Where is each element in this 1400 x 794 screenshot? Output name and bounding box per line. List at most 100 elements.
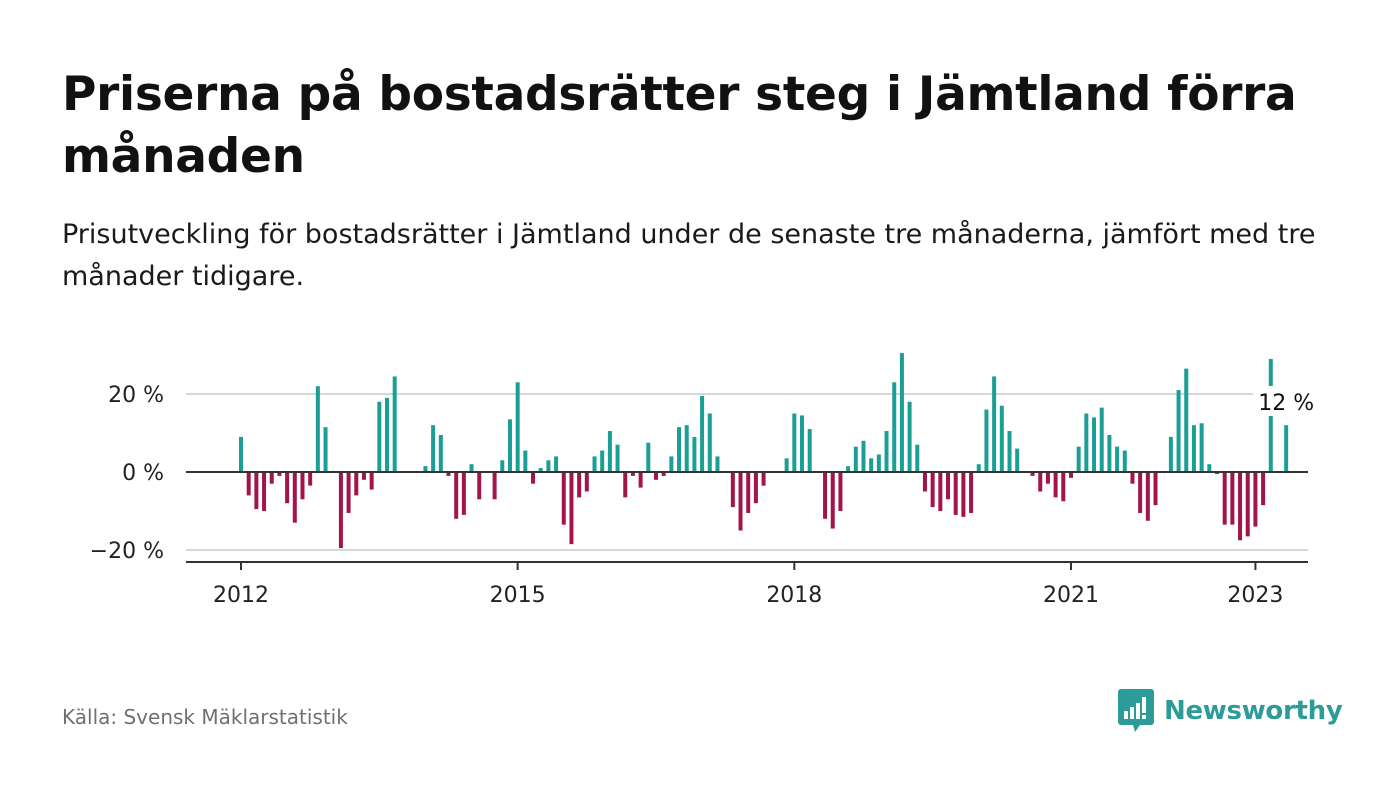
source-note: Källa: Svensk Mäklarstatistik <box>62 705 348 729</box>
bar <box>377 401 382 472</box>
bar-chart: 20 % 0 % −20 % 2012 2015 2018 2021 2023 12 % <box>90 353 1320 608</box>
bar <box>700 395 705 472</box>
bar <box>715 456 720 472</box>
bar <box>1253 472 1258 527</box>
bar <box>1138 472 1143 513</box>
bar <box>515 382 520 472</box>
bar <box>1084 413 1089 472</box>
bar <box>477 472 482 500</box>
bar <box>584 472 589 492</box>
bar <box>607 431 612 472</box>
bar <box>1099 407 1104 472</box>
bar <box>738 472 743 531</box>
x-tick-label: 2023 <box>1227 583 1283 608</box>
bar <box>623 472 628 498</box>
last-value-label: 12 % <box>1258 391 1314 416</box>
bar <box>1053 472 1058 498</box>
brand-name: Newsworthy <box>1164 696 1343 726</box>
bar <box>899 353 904 472</box>
bar <box>969 472 974 513</box>
bar <box>938 472 943 511</box>
bar <box>1222 472 1227 525</box>
bar <box>761 472 766 486</box>
bar <box>469 464 474 472</box>
page-title: Priserna på bostadsrätter steg i Jämtlan… <box>62 67 1297 184</box>
page-subtitle: Prisutveckling för bostadsrätter i Jämtl… <box>62 219 1316 292</box>
bar <box>254 472 259 510</box>
bar <box>546 460 551 472</box>
bar <box>531 472 536 484</box>
bar <box>1199 423 1204 472</box>
bar <box>1130 472 1135 484</box>
bar <box>239 436 243 472</box>
bar <box>999 405 1004 472</box>
bar <box>600 450 605 472</box>
bar <box>646 442 651 472</box>
bar <box>915 444 920 472</box>
bar <box>800 415 805 472</box>
grid-lines <box>186 393 1308 551</box>
bar <box>246 472 251 496</box>
y-tick-label: 20 % <box>108 383 164 408</box>
bar <box>500 460 505 472</box>
bar <box>561 472 566 525</box>
bar <box>554 456 559 472</box>
bar <box>876 454 881 472</box>
newsworthy-logo-icon <box>1118 689 1154 732</box>
bar <box>392 376 397 472</box>
bar <box>984 409 989 472</box>
bar <box>753 472 758 504</box>
bar <box>1107 434 1112 472</box>
bar <box>1245 472 1250 537</box>
bar <box>730 472 735 508</box>
bar <box>538 468 543 472</box>
bar <box>746 472 751 513</box>
bar <box>1284 425 1289 472</box>
bar <box>630 472 635 476</box>
bar <box>1115 446 1120 472</box>
bar <box>338 472 343 549</box>
brand-logo[interactable]: Newsworthy <box>1118 689 1343 733</box>
annotations: 12 % <box>1253 386 1320 416</box>
bar <box>892 382 897 472</box>
bar <box>1153 472 1158 506</box>
bar <box>1076 446 1081 472</box>
bar <box>569 472 574 545</box>
bar <box>884 431 889 472</box>
bar <box>308 472 313 486</box>
bar <box>707 413 712 472</box>
bar <box>315 386 320 472</box>
y-tick-label: 0 % <box>122 461 164 486</box>
axes <box>186 471 1308 563</box>
bar <box>431 425 436 472</box>
bar <box>1068 472 1073 478</box>
bar <box>1176 390 1181 472</box>
bar <box>976 464 981 472</box>
bar <box>1122 450 1127 472</box>
bar <box>930 472 935 508</box>
bar <box>1168 436 1173 472</box>
bar <box>1007 431 1012 472</box>
bar <box>1145 472 1150 521</box>
bar <box>507 419 512 472</box>
bar <box>1207 464 1212 472</box>
bar <box>262 472 267 511</box>
bar <box>922 472 927 492</box>
bar <box>592 456 597 472</box>
bar <box>361 472 366 480</box>
bar <box>784 458 789 472</box>
y-axis-ticks: 20 % 0 % −20 % <box>90 383 164 564</box>
bar <box>907 401 912 472</box>
bar <box>446 472 451 476</box>
bar <box>354 472 359 496</box>
bar <box>423 466 428 472</box>
bar <box>1045 472 1050 484</box>
bar <box>454 472 459 519</box>
x-axis-ticks: 2012 2015 2018 2021 2023 <box>213 562 1283 608</box>
bar <box>661 472 666 476</box>
bar <box>861 440 866 472</box>
bar <box>853 446 858 472</box>
bar <box>292 472 297 523</box>
bar <box>992 376 997 472</box>
bar <box>1092 417 1097 472</box>
